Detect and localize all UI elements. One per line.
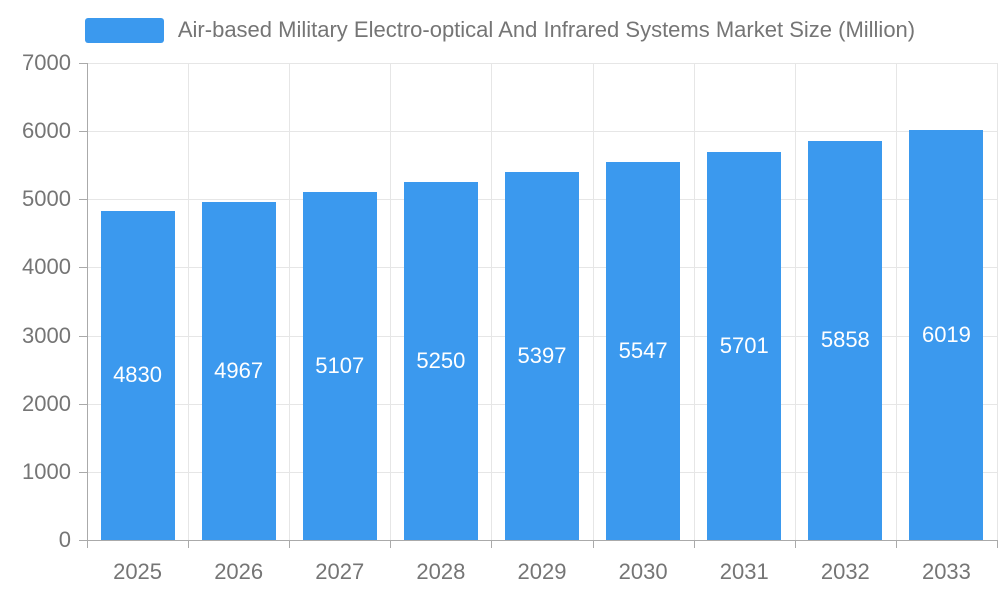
y-axis-tick	[79, 131, 87, 133]
gridline-vertical	[592, 63, 594, 540]
x-tick-label: 2030	[618, 559, 668, 584]
y-axis-tick	[79, 63, 87, 64]
bar[interactable]	[808, 140, 883, 540]
x-axis-tick	[693, 540, 695, 548]
x-axis-line	[87, 540, 997, 541]
gridline-horizontal	[87, 63, 997, 64]
y-tick-label: 2000	[22, 390, 71, 416]
gridline-vertical	[895, 63, 897, 540]
gridline-vertical	[693, 63, 695, 540]
gridline-horizontal	[87, 131, 997, 133]
x-tick-label: 2026	[214, 559, 264, 584]
x-axis-tick	[491, 540, 493, 548]
x-axis-tick	[188, 540, 190, 548]
legend-swatch-icon	[84, 17, 164, 43]
bar-value-label: 6019	[921, 321, 971, 347]
x-axis-tick	[997, 540, 998, 548]
gridline-vertical	[997, 63, 998, 540]
legend-label: Air-based Military Electro-optical And I…	[177, 17, 916, 42]
y-axis-tick	[79, 471, 87, 473]
bar-value-label: 4830	[113, 362, 163, 388]
bar[interactable]	[606, 162, 681, 540]
x-tick-label: 2027	[315, 559, 365, 584]
bar-value-label: 5701	[719, 332, 769, 358]
x-axis-tick	[390, 540, 392, 548]
y-axis-tick	[79, 403, 87, 405]
bar[interactable]	[302, 191, 377, 540]
y-tick-label: 7000	[22, 50, 71, 75]
x-axis-tick	[289, 540, 291, 548]
bar[interactable]	[403, 182, 478, 540]
y-axis-tick	[79, 540, 87, 541]
bar[interactable]	[100, 210, 175, 540]
bar[interactable]	[909, 129, 984, 540]
bar-value-label: 5107	[315, 352, 365, 378]
y-axis-tick	[79, 199, 87, 201]
bar[interactable]	[201, 201, 276, 540]
x-axis-tick	[592, 540, 594, 548]
bar[interactable]	[707, 151, 782, 540]
y-axis-tick	[79, 267, 87, 269]
y-tick-label: 0	[58, 527, 71, 552]
gridline-vertical	[188, 63, 190, 540]
bar-value-label: 5397	[517, 343, 567, 369]
y-tick-label: 3000	[22, 322, 71, 348]
gridline-vertical	[794, 63, 796, 540]
bar-value-label: 5547	[618, 338, 668, 363]
y-tick-label: 4000	[22, 254, 71, 280]
y-tick-label: 5000	[22, 186, 71, 212]
y-tick-label: 6000	[22, 118, 71, 144]
x-tick-label: 2032	[820, 559, 870, 584]
x-tick-label: 2028	[416, 559, 466, 584]
legend-item[interactable]: Air-based Military Electro-optical And I…	[0, 16, 1000, 44]
x-axis-tick	[895, 540, 897, 548]
bar-value-label: 5858	[820, 327, 870, 353]
y-tick-label: 1000	[22, 458, 71, 484]
gridline-vertical	[491, 63, 493, 540]
gridline-vertical	[289, 63, 291, 540]
x-tick-label: 2025	[113, 559, 163, 584]
x-tick-label: 2033	[921, 559, 971, 584]
bar-value-label: 4967	[214, 357, 264, 383]
x-tick-label: 2031	[719, 559, 769, 584]
gridline-vertical	[390, 63, 392, 540]
bar-value-label: 5250	[416, 348, 466, 374]
x-tick-label: 2029	[517, 559, 567, 584]
bar[interactable]	[505, 172, 579, 540]
x-axis-tick	[794, 540, 796, 548]
y-axis-line	[87, 63, 88, 548]
y-axis-tick	[79, 335, 87, 337]
